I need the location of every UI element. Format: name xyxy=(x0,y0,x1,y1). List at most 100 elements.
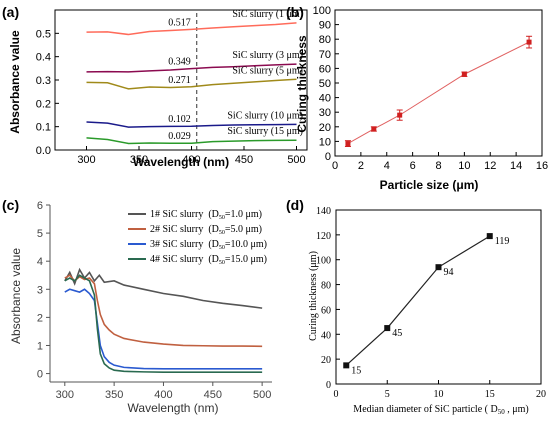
panel-d-point-label: 45 xyxy=(392,328,402,339)
panel-a-ytick-label: 0.1 xyxy=(36,122,51,134)
panel-c-series-line xyxy=(64,267,263,309)
panel-b-ytick-label: 10 xyxy=(319,136,331,148)
panel-b: (b) 0 2 4 6 8 10 12 14 160102030405060708090100 … xyxy=(286,4,548,192)
panel-b-xtick-label: 8 xyxy=(435,160,441,172)
panel-a-value-label: 0.102 xyxy=(168,114,191,125)
panel-c-xtick-label: 350 xyxy=(105,389,123,401)
panel-b-ylabel: Curing thickness xyxy=(295,35,309,133)
panel-a-xtick-label: 350 xyxy=(130,154,148,166)
panel-a-ytick-label: 0.4 xyxy=(36,52,51,64)
panel-c-legend-name: 3# SiC slurry xyxy=(150,239,203,250)
panel-a-xtick-label: 300 xyxy=(77,154,95,166)
panel-a-value-label: 0.517 xyxy=(168,17,191,28)
panel-a-series-line xyxy=(86,78,297,90)
panel-d-point xyxy=(384,325,391,332)
panel-c-legend: 1# SiC slurry (D50=1.0 μm)2# SiC slurry (D… xyxy=(128,209,267,266)
panel-c-legend-sub: 50 xyxy=(219,215,225,221)
panel-a-ytick-label: 0.3 xyxy=(36,75,51,87)
panel-b-xtick-label: 4 xyxy=(384,160,390,172)
panel-a-series-line xyxy=(86,22,297,36)
panel-c-legend-size: (D xyxy=(208,209,219,220)
panel-d-xlabel-prefix: Median diameter of SiC particle ( D xyxy=(353,404,497,415)
panel-b-points xyxy=(344,35,533,148)
panel-a-series-label: SiC slurry (10 μm) xyxy=(227,110,303,121)
panel-c-legend-sub: 50 xyxy=(219,260,225,266)
panel-a-xtick-label: 450 xyxy=(235,154,253,166)
panel-c-ytick-label: 4 xyxy=(37,256,43,268)
panel-c-legend-name: 2# SiC slurry xyxy=(150,224,203,235)
panel-d-xlabel-suffix: , μm) xyxy=(505,404,529,415)
panel-d-xtick-label: 10 xyxy=(434,389,444,400)
panel-d-plot-frame xyxy=(335,209,542,385)
panel-c-xlabel: Wavelength (nm) xyxy=(128,401,219,415)
panel-d-ylabel: Curing thickness (μm) xyxy=(308,251,319,341)
panel-a-series-line xyxy=(86,63,297,73)
panel-b-xtick-label: 10 xyxy=(458,160,470,172)
panel-b-ytick-label: 20 xyxy=(319,122,331,134)
panel-a-ticks: 300 350 400 450 500 0.0 0.1 0.2 0.3 0.4 0.5 xyxy=(36,28,306,166)
panel-d-xtick-label: 15 xyxy=(485,389,495,400)
panel-c-ytick-label: 5 xyxy=(37,228,43,240)
panel-a-xtick-label: 500 xyxy=(287,154,305,166)
panel-a-xlabel: Wavelength (nm) xyxy=(133,155,229,169)
panel-c-legend-value: =10.0 μm) xyxy=(225,239,267,250)
panel-d: (d) 0 5 10 15 20 0 20 40 60 80 100 120 140 15 45 94 119… xyxy=(286,197,546,416)
panel-a-value-label: 0.271 xyxy=(168,75,191,86)
panel-d-ticks: 0 5 10 15 20 0 20 40 60 80 100 120 140 xyxy=(316,206,546,400)
panel-a: (a) 300 350 400 450 500 0.0 0.1 0.2 0.3 0.4 0.5 Si… xyxy=(2,4,308,169)
panel-a-series-line xyxy=(86,137,297,145)
panel-c-legend-size: (D xyxy=(208,239,219,250)
panel-b-xtick-label: 0 xyxy=(332,160,338,172)
panel-d-point-label: 119 xyxy=(495,236,510,247)
panel-d-ytick-label: 40 xyxy=(321,330,331,341)
panel-b-xlabel: Particle size (μm) xyxy=(380,178,479,192)
panel-a-series-label: SiC slurry (1 μm) xyxy=(232,9,303,20)
panel-b-xtick-label: 16 xyxy=(536,160,548,172)
panel-c-legend-value: =15.0 μm) xyxy=(225,254,267,265)
panel-c-ytick-label: 3 xyxy=(37,284,43,296)
panel-d-line xyxy=(345,235,491,366)
panel-a-label: (a) xyxy=(2,4,19,20)
panel-b-point xyxy=(526,39,532,45)
panel-c-series xyxy=(64,267,263,373)
panel-d-point xyxy=(435,264,442,271)
panel-a-value-label: 0.029 xyxy=(168,131,191,142)
panel-b-ytick-label: 80 xyxy=(319,34,331,46)
panel-a-ytick-label: 0.5 xyxy=(36,28,51,40)
panel-c-legend-value: =5.0 μm) xyxy=(225,224,262,235)
panel-c-legend-entry: 4# SiC slurry (D50=15.0 μm) xyxy=(150,254,267,266)
panel-c-ytick-label: 0 xyxy=(37,369,43,381)
panel-a-series: SiC slurry (1 μm) 0.517 SiC slurry (3 μm) 0… xyxy=(86,9,303,145)
panel-d-point-label: 15 xyxy=(351,365,361,376)
panel-b-point xyxy=(371,126,377,132)
panel-b-label: (b) xyxy=(286,4,304,20)
panel-b-ytick-label: 30 xyxy=(319,107,331,119)
panel-d-label: (d) xyxy=(286,197,304,213)
panel-b-ytick-label: 50 xyxy=(319,78,331,90)
panel-b-ytick-label: 60 xyxy=(319,63,331,75)
panel-c-legend-entry: 1# SiC slurry (D50=1.0 μm) xyxy=(150,209,262,221)
panel-c-legend-name: 4# SiC slurry xyxy=(150,254,203,265)
panel-c-series-line xyxy=(64,274,263,373)
panel-d-xtick-label: 20 xyxy=(536,389,546,400)
panel-d-ytick-label: 0 xyxy=(326,380,331,391)
panel-c-legend-size: (D xyxy=(208,224,219,235)
panel-b-xtick-label: 2 xyxy=(358,160,364,172)
panel-c-legend-value: =1.0 μm) xyxy=(225,209,262,220)
panel-a-series-label: SiC slurry (15 μm) xyxy=(227,126,303,137)
panel-c-series-line xyxy=(64,274,263,348)
panel-c-legend-name: 1# SiC slurry xyxy=(150,209,203,220)
panel-c-ytick-label: 2 xyxy=(37,312,43,324)
panel-c-ylabel: Absorbance value xyxy=(9,248,23,344)
panel-c-axes xyxy=(49,205,272,383)
panel-d-point-label: 94 xyxy=(444,267,454,278)
panel-a-series-label: SiC slurry (5 μm) xyxy=(232,65,303,76)
panel-a-ytick-label: 0.0 xyxy=(36,145,51,157)
panel-d-ytick-label: 60 xyxy=(321,305,331,316)
panel-d-points: 15 45 94 119 xyxy=(343,233,509,376)
panel-b-plot-frame xyxy=(334,9,543,157)
panel-c-legend-size: (D xyxy=(208,254,219,265)
panel-c-xtick-label: 500 xyxy=(253,389,271,401)
panel-c-ytick-label: 6 xyxy=(37,200,43,212)
